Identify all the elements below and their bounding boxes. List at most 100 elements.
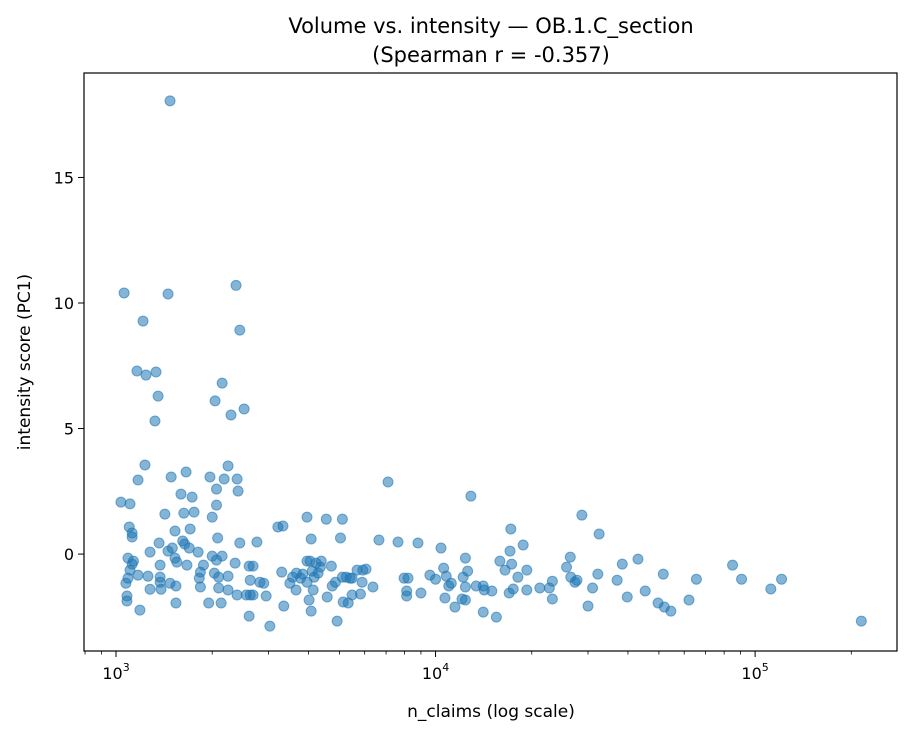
data-point	[325, 560, 337, 572]
data-point	[439, 592, 451, 604]
data-point	[616, 558, 628, 570]
x-axis: 103 104 105	[84, 651, 852, 683]
y-tick-label: 15	[54, 168, 74, 187]
chart-title: Volume vs. intensity — OB.1.C_section	[288, 14, 693, 39]
data-point	[186, 491, 198, 503]
data-point	[504, 545, 516, 557]
data-point	[188, 506, 200, 518]
data-point	[621, 591, 633, 603]
data-point	[247, 589, 259, 601]
data-point	[124, 498, 136, 510]
data-point	[216, 377, 228, 389]
data-point	[137, 315, 149, 327]
data-point	[315, 555, 327, 567]
data-point	[321, 591, 333, 603]
y-axis: 0 5 10 15	[54, 168, 84, 564]
data-point	[222, 460, 234, 472]
data-point	[564, 551, 576, 563]
data-point	[144, 546, 156, 558]
data-point	[592, 568, 604, 580]
data-point	[305, 605, 317, 617]
data-point	[494, 555, 506, 567]
data-point	[170, 580, 182, 592]
data-point	[465, 490, 477, 502]
data-point	[264, 620, 276, 632]
data-point	[307, 584, 319, 596]
data-point	[665, 605, 677, 617]
chart-subtitle: (Spearman r = -0.357)	[372, 43, 610, 67]
x-tick-label: 103	[102, 661, 129, 683]
data-point	[462, 565, 474, 577]
y-axis-label: intensity score (PC1)	[15, 274, 35, 450]
data-point	[632, 553, 644, 565]
data-point	[776, 573, 788, 585]
data-point	[225, 409, 237, 421]
data-point	[132, 474, 144, 486]
x-tick-label: 104	[422, 661, 449, 683]
data-point	[222, 584, 234, 596]
data-point	[149, 415, 161, 427]
data-point	[243, 610, 255, 622]
data-point	[218, 473, 230, 485]
data-point	[162, 288, 174, 300]
data-point	[546, 593, 558, 605]
data-point	[132, 569, 144, 581]
data-point	[611, 574, 623, 586]
data-point	[571, 574, 583, 586]
data-point	[238, 403, 250, 415]
data-point	[169, 525, 181, 537]
data-point	[230, 279, 242, 291]
data-point	[727, 559, 739, 571]
data-point	[213, 582, 225, 594]
data-point	[211, 499, 223, 511]
data-point	[162, 545, 174, 557]
data-point	[234, 537, 246, 549]
data-point	[506, 558, 518, 570]
data-point	[639, 585, 651, 597]
data-point	[576, 509, 588, 521]
data-point	[334, 532, 346, 544]
data-point	[150, 366, 162, 378]
data-point	[765, 583, 777, 595]
data-point	[212, 532, 224, 544]
data-point	[290, 584, 302, 596]
data-point	[231, 589, 243, 601]
data-point	[490, 611, 502, 623]
data-point	[360, 563, 372, 575]
data-point	[139, 459, 151, 471]
data-point	[121, 595, 133, 607]
data-point	[346, 572, 358, 584]
data-point	[367, 581, 379, 593]
data-point	[459, 552, 471, 564]
data-point	[449, 601, 461, 613]
data-point	[435, 542, 447, 554]
y-tick-label: 0	[64, 545, 74, 564]
data-point	[155, 583, 167, 595]
data-point	[251, 536, 263, 548]
data-point	[215, 597, 227, 609]
data-point	[131, 365, 143, 377]
data-point	[184, 523, 196, 535]
data-point	[855, 615, 867, 627]
data-point	[144, 583, 156, 595]
data-point	[521, 564, 533, 576]
data-point	[534, 582, 546, 594]
data-point	[175, 488, 187, 500]
y-tick-label: 5	[64, 420, 74, 439]
data-point	[459, 594, 471, 606]
data-point	[336, 513, 348, 525]
data-point	[216, 550, 228, 562]
data-point	[683, 594, 695, 606]
data-point	[312, 567, 324, 579]
data-point	[192, 546, 204, 558]
data-point	[582, 600, 594, 612]
data-point	[736, 573, 748, 585]
y-tick-label: 10	[54, 294, 74, 313]
data-point	[120, 577, 132, 589]
data-point	[152, 390, 164, 402]
data-point	[178, 507, 190, 519]
data-point	[213, 571, 225, 583]
data-point	[546, 575, 558, 587]
data-point	[331, 615, 343, 627]
